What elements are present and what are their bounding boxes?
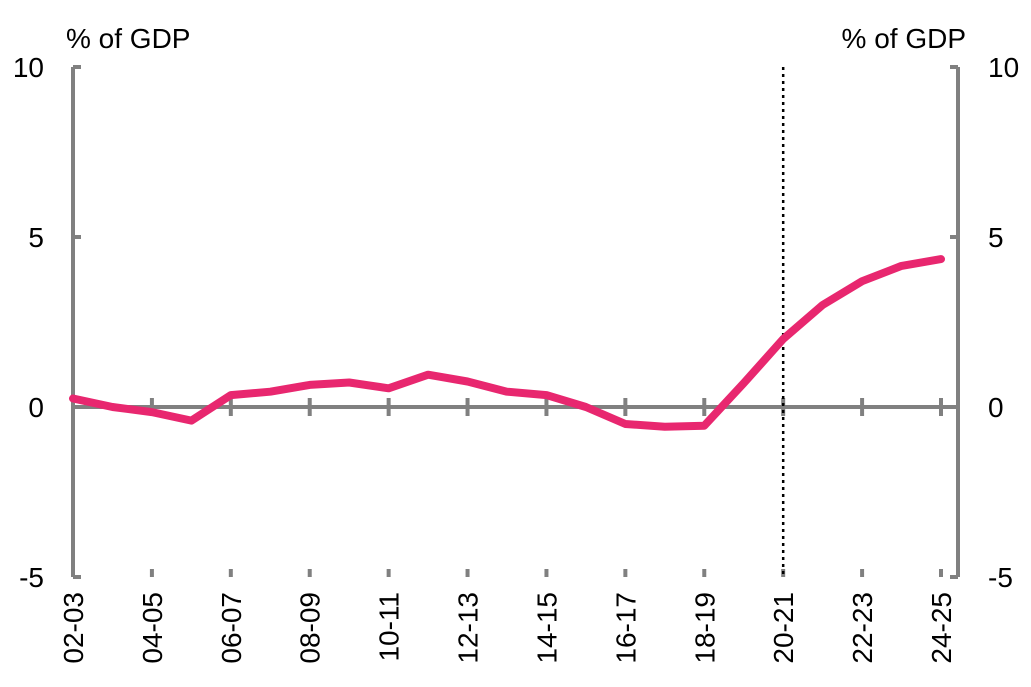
series-layer	[69, 255, 945, 431]
x-tick-label: 14-15	[531, 592, 562, 664]
y-tick-label-left: 5	[28, 222, 44, 253]
x-tick-label: 06-07	[216, 592, 247, 664]
series-line	[69, 255, 945, 431]
x-tick-label: 20-21	[768, 592, 799, 664]
x-tick-label: 22-23	[847, 592, 878, 664]
y-tick-label-right: 5	[988, 222, 1004, 253]
labels: -5 -5 0 0 5 5 10 10 02-03 04-05 06-07 08-09 10-11 12-…	[13, 23, 1019, 664]
x-tick-label: 08-09	[295, 592, 326, 664]
x-tick-label: 04-05	[137, 592, 168, 664]
y-axis-label-right: % of GDP	[842, 23, 966, 54]
x-tick-label: 16-17	[610, 592, 641, 664]
y-tick-label-right: 0	[988, 392, 1004, 423]
y-tick-label-left: -5	[19, 562, 44, 593]
x-tick-label: 24-25	[926, 592, 957, 664]
y-tick-label-left: 10	[13, 52, 44, 83]
axes	[71, 65, 960, 579]
x-tick-label: 12-13	[453, 592, 484, 664]
x-tick-label: 02-03	[58, 592, 89, 664]
y-tick-label-left: 0	[28, 392, 44, 423]
x-tick-label: 18-19	[689, 592, 720, 664]
y-axis-label-left: % of GDP	[66, 23, 190, 54]
y-tick-label-right: -5	[988, 562, 1013, 593]
y-tick-label-right: 10	[988, 52, 1019, 83]
x-tick-label: 10-11	[374, 592, 405, 662]
